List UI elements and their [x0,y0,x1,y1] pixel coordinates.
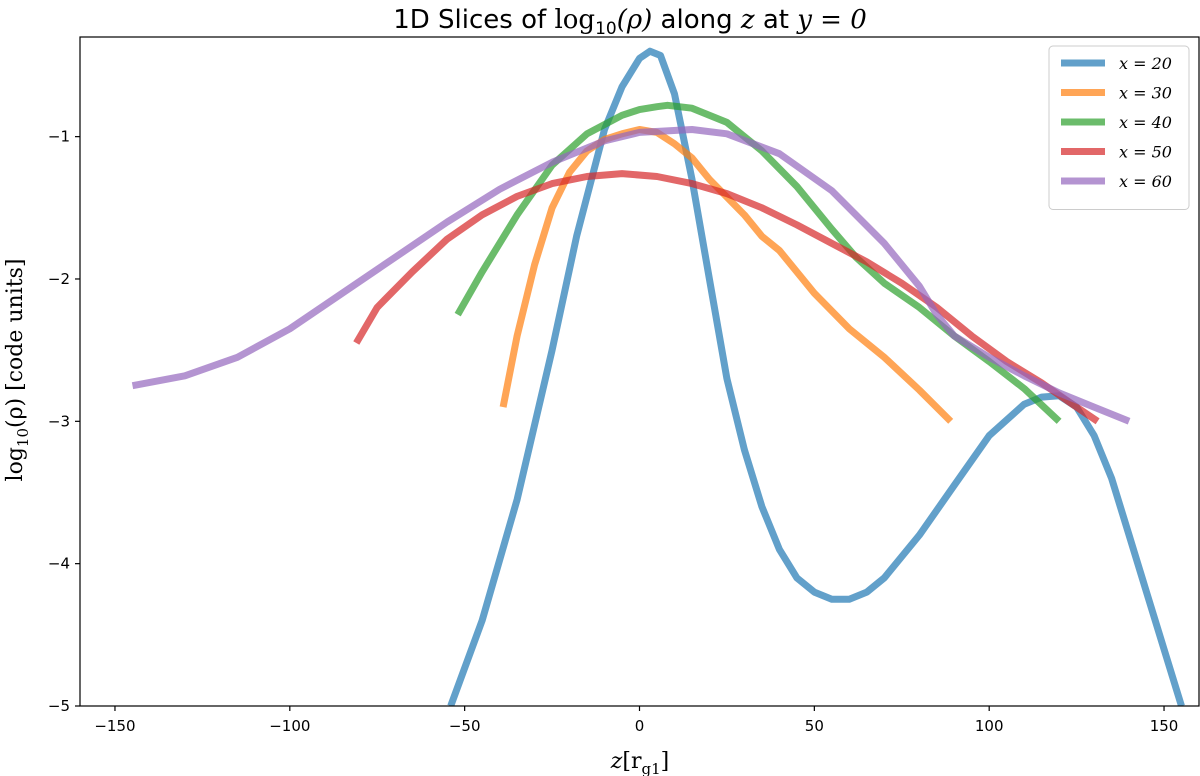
ylabel-func: log [3,447,28,481]
ylabel-rest: (ρ) [code units] [3,259,28,428]
title-func: log [554,5,595,35]
svg-text:1D Slices of log10(ρ) along z: 1D Slices of log10(ρ) along z at y = 0 [393,5,867,39]
x-tick-label: −150 [94,717,135,735]
legend-box [1048,45,1190,210]
title-eq: y = 0 [796,5,867,35]
plot-area [80,37,1199,706]
xlabel-var: z [610,749,623,774]
y-tick-label: −1 [48,128,70,146]
series-line-5 [131,126,1131,425]
y-tick-label: −5 [48,697,70,715]
title-prefix: 1D Slices of [393,5,554,35]
x-tick-label: −50 [449,717,481,735]
y-axis-label: log10(ρ) [code units] [3,259,32,482]
plot-background [80,37,1199,706]
series-layer [131,47,1185,706]
axes-layer: −150 −100 −50 0 50 100 150 −5 −4 −3 −2 −1 [48,36,1200,735]
legend-label: x = 50 [1119,143,1172,162]
x-tick-label: −100 [269,717,310,735]
xlabel-open: [r [622,749,642,774]
x-tick-label: 0 [635,717,645,735]
legend-label: x = 40 [1119,113,1172,132]
legend-label: x = 30 [1119,84,1172,103]
series-line-2 [499,126,954,424]
xlabel-close: ] [661,749,670,774]
y-tick-label: −2 [48,270,70,288]
title-arg: (ρ) [617,5,653,35]
y-tick-label: −4 [48,555,70,573]
xlabel-sub: g1 [641,760,660,776]
legend-label: x = 60 [1119,172,1172,191]
title-at: at [755,5,798,35]
x-axis-label: z[rg1] [610,749,669,776]
title-along: along [652,5,741,35]
chart-title: 1D Slices of log10(ρ) along z at y = 0 [393,5,867,39]
x-tick-label: 150 [1150,717,1179,735]
x-tick-label: 100 [975,717,1004,735]
svg-text:log10(ρ) [code units]: log10(ρ) [code units] [3,259,32,482]
legend: x = 20 x = 30 x = 40 x = 50 x = 60 [1048,45,1190,210]
ylabel-sub: 10 [14,428,32,447]
y-tick-label: −3 [48,412,70,430]
x-tick-label: 50 [805,717,824,735]
title-var: z [740,5,755,35]
title-sub: 10 [595,19,617,39]
svg-text:z[rg1]: z[rg1] [610,749,669,776]
legend-label: x = 20 [1119,54,1172,73]
series-line-4 [353,170,1100,425]
